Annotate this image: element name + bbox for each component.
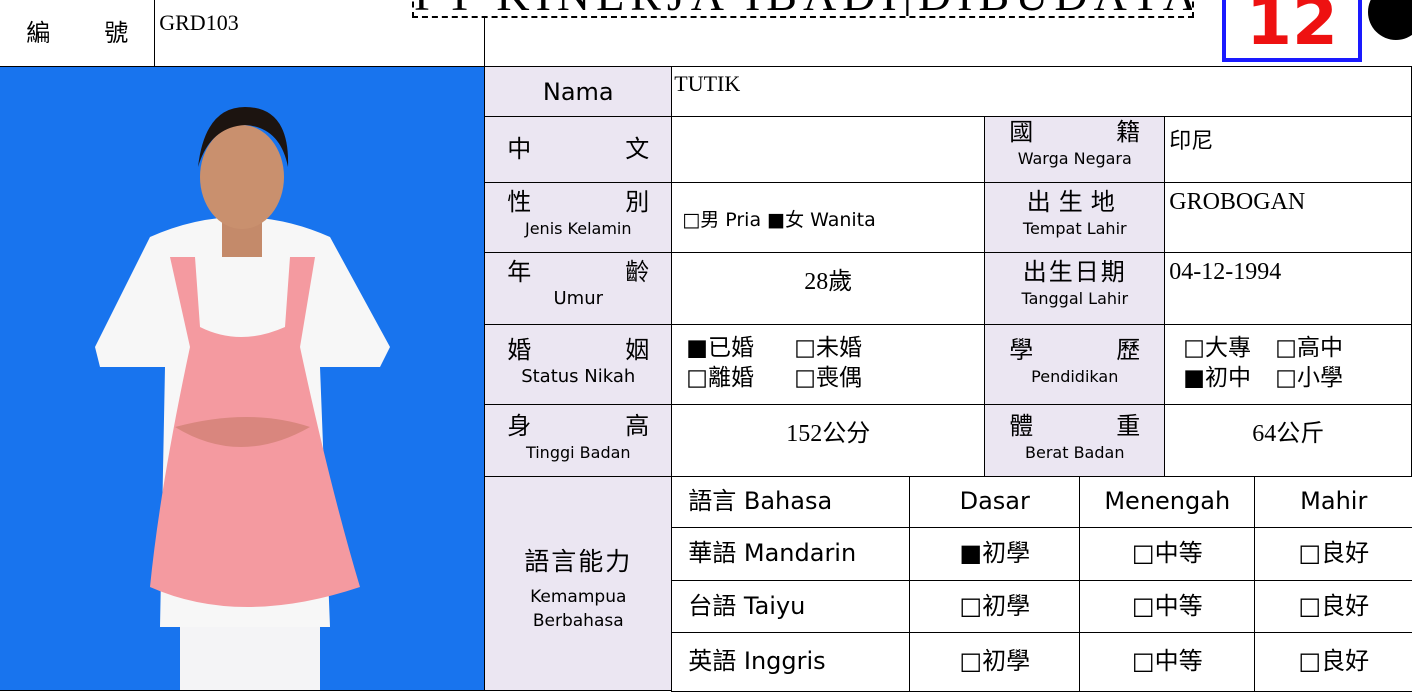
label: Jenis Kelamin <box>524 219 632 239</box>
language-header: 語言 Bahasa <box>671 476 911 529</box>
label-cell: 出生地 Tempat Lahir <box>984 182 1166 254</box>
option: □喪偶 <box>794 365 862 392</box>
label-cell: 身高 Tinggi Badan <box>484 404 673 478</box>
label: 出生日期 <box>1022 258 1127 287</box>
value: 印尼 <box>1164 116 1412 184</box>
options: ■已婚 □未婚 □離婚 □喪偶 <box>671 324 986 406</box>
photo-figure <box>95 107 391 691</box>
option: ■初中 <box>1183 365 1251 392</box>
value: 28歲 <box>671 252 986 326</box>
label: 身高 <box>507 412 650 441</box>
language-cell: □初學 <box>909 632 1081 692</box>
option: □小學 <box>1275 365 1343 392</box>
language-header: Menengah <box>1079 476 1256 529</box>
label: 年齡 <box>507 258 650 287</box>
number-label-cell: 編號 <box>0 0 156 68</box>
value: 64公斤 <box>1164 404 1412 478</box>
language-cell: □良好 <box>1254 580 1412 634</box>
language-cell: 華語 Mandarin <box>671 527 911 582</box>
language-cell: □初學 <box>909 580 1081 634</box>
options: □大專 □高中 ■初中 □小學 <box>1164 324 1412 406</box>
label-cell: 中文 <box>484 116 673 184</box>
label-cell: 國籍 Warga Negara <box>984 116 1166 184</box>
option: □未婚 <box>794 335 862 362</box>
value: 04-12-1994 <box>1164 252 1412 326</box>
label: 學歷 <box>1009 336 1141 365</box>
photo <box>0 66 486 692</box>
label: 國籍 <box>1009 118 1141 147</box>
label: 出生地 <box>1026 188 1123 217</box>
value: 152公分 <box>671 404 986 478</box>
number-label: 編號 <box>26 19 129 48</box>
label: Berat Badan <box>1025 443 1125 463</box>
label: 中文 <box>507 135 650 164</box>
label: Tempat Lahir <box>1022 219 1127 239</box>
label: 體重 <box>1009 412 1141 441</box>
value: GROBOGAN <box>1164 182 1412 254</box>
label: Warga Negara <box>1017 149 1132 169</box>
option: ■已婚 <box>686 335 754 362</box>
banner: PT KINERJA IBADI|DIBUDAYA PRI <box>412 0 1194 18</box>
value: □男 Pria ■女 Wanita <box>671 182 986 254</box>
language-cell: □中等 <box>1079 580 1256 634</box>
label: Pendidikan <box>1031 367 1119 387</box>
label: Status Nikah <box>521 366 636 388</box>
label-cell: 婚姻 Status Nikah <box>484 324 673 406</box>
language-header: Mahir <box>1254 476 1412 529</box>
label-cell: 性別 Jenis Kelamin <box>484 182 673 254</box>
label: Tanggal Lahir <box>1021 289 1129 309</box>
label: Berbahasa <box>532 611 624 632</box>
label: 婚姻 <box>507 336 650 365</box>
label-cell: 語言能力 Kemampua Berbahasa <box>484 476 673 692</box>
label-cell: 出生日期 Tanggal Lahir <box>984 252 1166 326</box>
value: TUTIK <box>671 66 1412 118</box>
label: Tinggi Badan <box>525 443 631 463</box>
label-cell: 年齡 Umur <box>484 252 673 326</box>
language-cell: ■初學 <box>909 527 1081 582</box>
label: 語言能力 <box>524 547 633 577</box>
badge: 12 <box>1222 0 1362 62</box>
language-cell: □中等 <box>1079 527 1256 582</box>
language-cell: □中等 <box>1079 632 1256 692</box>
value <box>671 116 986 184</box>
language-cell: □良好 <box>1254 632 1412 692</box>
language-cell: 英語 Inggris <box>671 632 911 692</box>
option: □大專 <box>1183 335 1251 362</box>
language-cell: □良好 <box>1254 527 1412 582</box>
option: □高中 <box>1275 335 1343 362</box>
label-cell: 學歷 Pendidikan <box>984 324 1166 406</box>
label: Umur <box>553 288 604 310</box>
label: Nama <box>484 66 673 118</box>
language-cell: 台語 Taiyu <box>671 580 911 634</box>
label-cell: 體重 Berat Badan <box>984 404 1166 478</box>
option: □離婚 <box>686 365 754 392</box>
label: 性別 <box>507 188 650 217</box>
language-header: Dasar <box>909 476 1081 529</box>
label: Kemampua <box>530 587 627 608</box>
